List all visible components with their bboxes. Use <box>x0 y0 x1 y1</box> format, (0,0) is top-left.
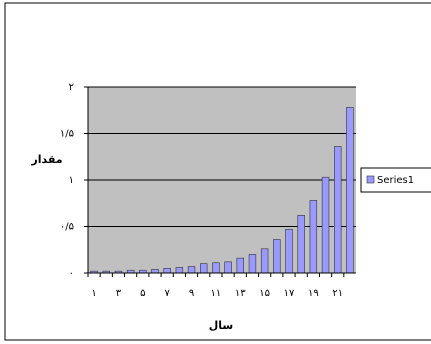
x-tick-label: ۱ <box>91 288 96 299</box>
x-tick-label: ۱۷ <box>284 288 295 299</box>
bar <box>224 261 232 274</box>
bar <box>151 268 159 274</box>
bar <box>248 254 257 274</box>
bar <box>236 257 244 274</box>
bar <box>212 262 220 274</box>
x-tick-label: ۵ <box>140 288 145 299</box>
y-tick-label: ۲ <box>69 82 74 93</box>
x-tick-label: ۲۱ <box>332 288 343 299</box>
legend-label: Series1 <box>377 175 414 186</box>
y-tick-label: ۱ <box>69 175 74 186</box>
bar <box>346 107 354 274</box>
bar <box>309 200 318 274</box>
bar <box>175 267 184 274</box>
y-tick-label: ۰ <box>69 268 74 279</box>
bar <box>321 176 330 274</box>
legend-swatch <box>366 175 375 184</box>
bar <box>260 248 269 274</box>
bar <box>285 228 293 274</box>
bar <box>200 263 208 274</box>
bar <box>297 215 305 274</box>
bar <box>163 268 171 274</box>
y-tick-label: ۰/۵ <box>60 222 74 233</box>
x-tick-label: ۳ <box>116 288 122 299</box>
y-axis-label: مقدار <box>30 153 62 166</box>
x-tick-label: ۷ <box>164 288 170 299</box>
x-tick-label: ۱۳ <box>235 288 246 299</box>
bar <box>334 146 342 274</box>
x-tick-label: ۱۵ <box>259 288 270 299</box>
x-tick-label: ۱۱ <box>211 288 222 299</box>
x-axis-label: سال <box>209 319 234 332</box>
bar <box>187 266 196 274</box>
x-tick-label: ۹ <box>189 288 194 299</box>
bar <box>273 239 281 274</box>
x-tick-label: ۱۹ <box>308 288 319 299</box>
y-tick-label: ۱/۵ <box>60 129 74 140</box>
